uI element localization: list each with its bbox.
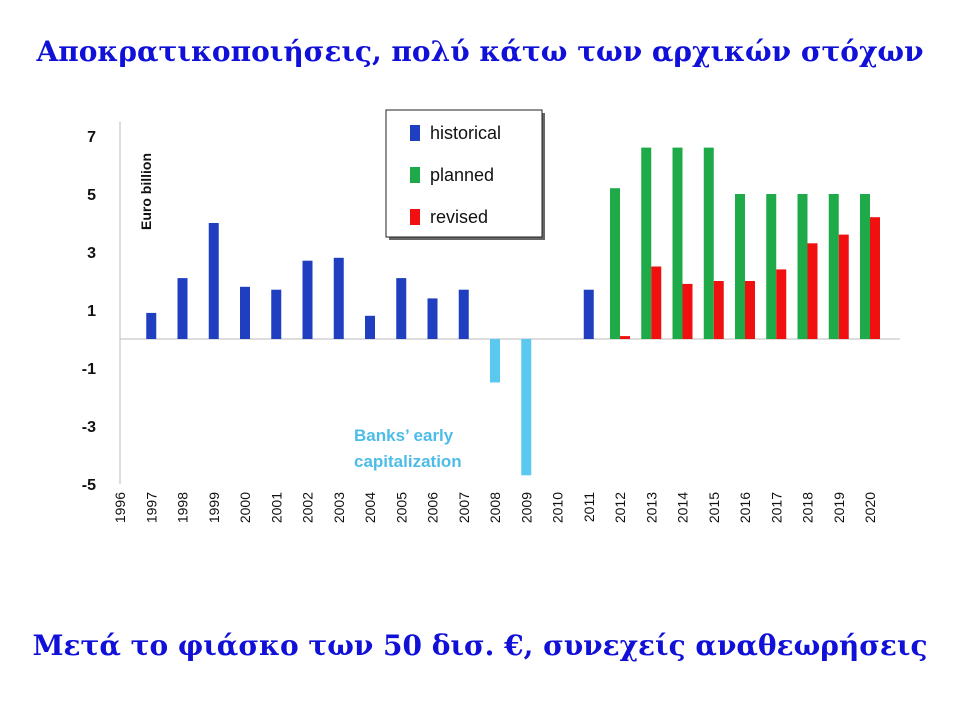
x-tick-label: 2015 [706,492,722,523]
x-tick-label: 2008 [487,492,503,523]
legend-swatch [410,209,420,225]
bar [745,281,755,339]
bar [776,269,787,339]
x-tick-label: 2006 [425,492,441,523]
bar [682,283,693,339]
x-tick-label: 2020 [862,492,878,523]
bar [490,339,500,383]
bar [766,194,777,339]
x-tick-label: 2013 [643,492,659,523]
bar [396,278,407,339]
y-axis: 7 5 3 1 -1 -3 -5 [82,121,121,494]
bar-chart: 7 5 3 1 -1 -3 -5 1996 1997 1998 1999 2000 2001 2002 2… [82,109,900,523]
legend-label: historical [430,123,501,143]
bar [427,298,438,339]
x-tick-label: 2000 [237,492,253,523]
bar [797,194,808,339]
bar [620,336,630,339]
x-tick-label: 2017 [768,492,784,523]
bar [177,278,188,339]
y-tick-label: -3 [82,419,96,436]
x-tick-label: 2018 [800,492,816,523]
legend-label: planned [430,165,494,185]
bar [302,260,313,339]
bar [365,315,375,339]
y-axis-label: Euro billion [138,153,154,230]
bar [458,289,469,339]
x-tick-label: 1998 [175,492,191,523]
bar [807,243,818,339]
bar [583,289,594,339]
x-tick-label: 1999 [206,492,222,523]
x-tick-label: 2014 [675,492,691,523]
x-tick-label: 2016 [737,492,753,523]
y-tick-label: -5 [82,477,96,494]
bar [735,194,745,339]
bar [870,217,880,339]
y-tick-label: 3 [87,245,96,262]
x-tick-label: 2005 [393,492,409,523]
slide-footer: Μετά το φιάσκο των 50 δισ. €, συνεχείς α… [32,629,928,662]
bar [208,223,219,339]
x-tick-label: 2004 [362,492,378,523]
bar [838,234,849,339]
legend-label: revised [430,207,488,227]
slide-title: Αποκρατικοποιήσεις, πολύ κάτω των αρχικώ… [36,35,924,68]
bar [651,266,662,339]
legend-swatch [410,125,420,141]
x-axis: 1996 1997 1998 1999 2000 2001 2002 2003 2004 2005… [112,338,900,523]
bar [828,194,839,339]
y-tick-label: -1 [82,361,96,378]
legend-swatch [410,167,420,183]
y-tick-label: 5 [87,187,96,204]
x-tick-label: 2009 [518,492,534,523]
bars [146,147,880,476]
bar [703,147,714,339]
bar [240,286,250,339]
x-tick-label: 2019 [831,492,847,523]
bar [713,281,724,339]
x-tick-label: 1997 [143,492,159,523]
bar [146,312,157,339]
x-tick-label: 2003 [331,492,347,523]
x-tick-label: 2002 [300,492,316,523]
x-tick-label: 1996 [112,492,128,523]
bar [672,147,683,339]
y-tick-label: 1 [87,303,96,320]
x-tick-label: 2007 [456,492,472,523]
annotation-line-1: Banks’ early [354,426,454,445]
legend: historical planned revised [385,109,545,240]
bar [641,147,652,339]
bar [860,194,870,339]
bar [271,289,282,339]
annotation-line-2: capitalization [354,452,462,471]
bar [333,257,344,339]
bar [521,339,532,476]
bar [610,188,620,339]
x-tick-label: 2001 [268,492,284,523]
x-tick-label: 2012 [612,492,628,523]
y-tick-label: 7 [87,129,96,146]
x-tick-label: 2010 [550,492,566,523]
x-tick-label: 2011 [581,492,597,522]
